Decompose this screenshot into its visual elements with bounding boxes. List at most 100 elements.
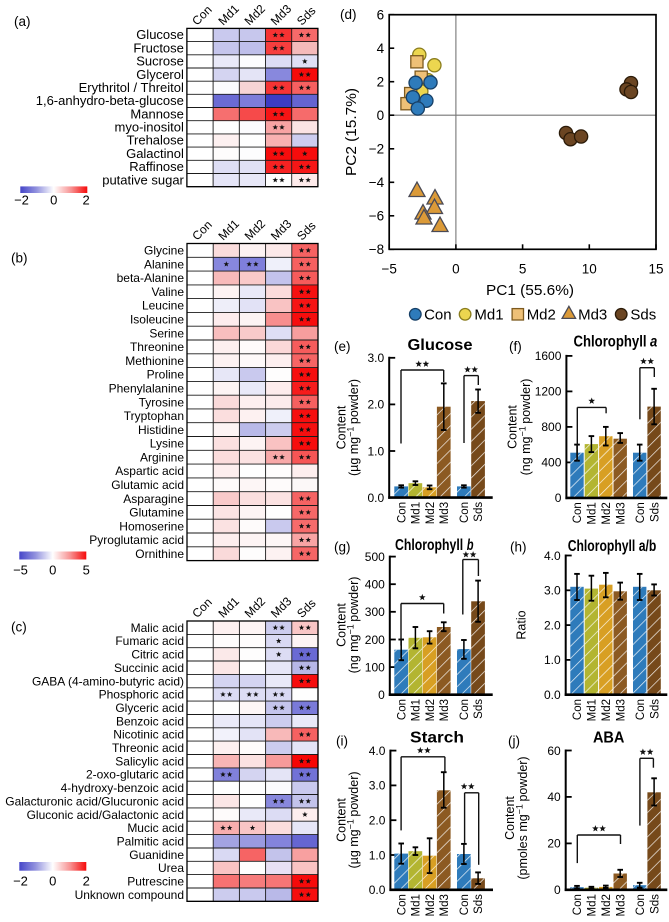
svg-text:0: 0 bbox=[452, 262, 460, 277]
svg-text:Glutamic acid: Glutamic acid bbox=[111, 478, 184, 492]
svg-text:beta-Alanine: beta-Alanine bbox=[117, 271, 185, 285]
svg-text:(ng mg−1 powder): (ng mg−1 powder) bbox=[518, 379, 534, 476]
svg-text:Con: Con bbox=[396, 894, 408, 915]
svg-text:2-oxo-glutaric acid: 2-oxo-glutaric acid bbox=[86, 768, 184, 782]
svg-text:Putrescine: Putrescine bbox=[127, 875, 184, 889]
svg-text:Md3: Md3 bbox=[439, 502, 451, 524]
svg-text:Sds: Sds bbox=[473, 699, 485, 719]
svg-text:1.0: 1.0 bbox=[368, 444, 385, 458]
svg-text:Con: Con bbox=[396, 699, 408, 720]
svg-text:Content: Content bbox=[503, 796, 517, 840]
svg-text:GABA (4-amino-butyric acid): GABA (4-amino-butyric acid) bbox=[32, 674, 184, 688]
svg-text:ABA: ABA bbox=[593, 730, 625, 747]
svg-text:Content: Content bbox=[506, 405, 520, 449]
svg-text:Arginine: Arginine bbox=[140, 450, 184, 464]
svg-text:Aspartic acid: Aspartic acid bbox=[115, 464, 184, 478]
svg-text:Citric acid: Citric acid bbox=[131, 648, 184, 662]
svg-text:200: 200 bbox=[365, 633, 385, 647]
svg-text:Con: Con bbox=[635, 502, 647, 523]
svg-text:Palmitic acid: Palmitic acid bbox=[117, 835, 184, 849]
svg-text:Md3: Md3 bbox=[615, 699, 627, 721]
svg-text:Glycerol: Glycerol bbox=[136, 67, 184, 82]
svg-text:Con: Con bbox=[635, 699, 647, 720]
svg-text:Con: Con bbox=[572, 502, 584, 523]
svg-text:Md1: Md1 bbox=[411, 502, 423, 524]
svg-text:(µg mg−1 powder): (µg mg−1 powder) bbox=[346, 379, 362, 476]
svg-text:0: 0 bbox=[50, 193, 57, 208]
svg-text:3.0: 3.0 bbox=[368, 351, 385, 365]
svg-text:Mannose: Mannose bbox=[130, 106, 183, 121]
svg-text:(b): (b) bbox=[11, 251, 28, 266]
svg-text:Threonic acid: Threonic acid bbox=[112, 741, 184, 755]
svg-text:3.0: 3.0 bbox=[544, 584, 561, 598]
svg-text:0: 0 bbox=[554, 883, 561, 897]
svg-text:Md2: Md2 bbox=[601, 699, 613, 721]
svg-text:Homoserine: Homoserine bbox=[119, 519, 184, 533]
svg-text:Serine: Serine bbox=[149, 326, 184, 340]
svg-text:−2: −2 bbox=[14, 193, 29, 208]
svg-text:Sds: Sds bbox=[649, 699, 661, 719]
svg-text:Lysine: Lysine bbox=[150, 437, 185, 451]
svg-text:Con: Con bbox=[459, 699, 471, 720]
svg-text:(a): (a) bbox=[14, 14, 31, 29]
svg-text:−6: −6 bbox=[369, 209, 384, 224]
svg-text:−5: −5 bbox=[13, 563, 28, 578]
svg-text:Galacturonic acid/Glucuronic a: Galacturonic acid/Glucuronic acid bbox=[5, 794, 184, 808]
svg-text:4.0: 4.0 bbox=[544, 549, 561, 563]
svg-text:a: a bbox=[650, 333, 657, 350]
svg-text:Con: Con bbox=[572, 894, 584, 915]
svg-text:Con: Con bbox=[635, 894, 647, 915]
svg-text:300: 300 bbox=[365, 605, 385, 619]
svg-text:800: 800 bbox=[541, 420, 561, 434]
svg-text:putative sugar: putative sugar bbox=[102, 172, 184, 187]
svg-text:Glucose: Glucose bbox=[408, 337, 473, 354]
svg-text:Alanine: Alanine bbox=[144, 257, 184, 271]
svg-text:Phenylalanine: Phenylalanine bbox=[109, 382, 185, 396]
svg-text:4.0: 4.0 bbox=[369, 744, 386, 758]
svg-text:5: 5 bbox=[519, 262, 527, 277]
svg-text:Methionine: Methionine bbox=[125, 354, 184, 368]
svg-text:Threonine: Threonine bbox=[130, 340, 184, 354]
svg-text:(e): (e) bbox=[334, 339, 351, 354]
svg-text:Erythritol / Threitol: Erythritol / Threitol bbox=[79, 80, 184, 95]
svg-text:Glyceric acid: Glyceric acid bbox=[115, 701, 184, 715]
svg-text:Md3: Md3 bbox=[615, 894, 627, 916]
svg-text:Malic acid: Malic acid bbox=[131, 621, 184, 635]
svg-text:Starch: Starch bbox=[410, 730, 464, 747]
svg-text:2: 2 bbox=[377, 75, 385, 90]
svg-text:0: 0 bbox=[49, 874, 56, 889]
svg-text:(h): (h) bbox=[510, 540, 527, 555]
svg-text:Chlorophyll a/b: Chlorophyll a/b bbox=[568, 538, 657, 555]
svg-text:Trehalose: Trehalose bbox=[127, 133, 184, 148]
svg-text:Md3: Md3 bbox=[439, 699, 451, 721]
svg-text:Benzoic acid: Benzoic acid bbox=[116, 714, 184, 728]
svg-text:400: 400 bbox=[541, 456, 561, 470]
svg-text:5: 5 bbox=[83, 563, 90, 578]
svg-text:Fumaric acid: Fumaric acid bbox=[115, 634, 184, 648]
svg-text:Con: Con bbox=[424, 306, 452, 323]
svg-text:Sds: Sds bbox=[649, 502, 661, 522]
svg-text:Leucine: Leucine bbox=[142, 299, 184, 313]
svg-text:Content: Content bbox=[335, 798, 349, 842]
svg-text:1.0: 1.0 bbox=[369, 848, 386, 862]
svg-text:(µg mg−1 powder): (µg mg−1 powder) bbox=[346, 771, 362, 868]
svg-text:15: 15 bbox=[648, 262, 663, 277]
svg-text:(ng mg−1 powder): (ng mg−1 powder) bbox=[346, 577, 362, 674]
svg-text:Sds: Sds bbox=[630, 306, 656, 323]
svg-text:1,6-anhydro-beta-glucose: 1,6-anhydro-beta-glucose bbox=[36, 93, 184, 108]
svg-text:500: 500 bbox=[365, 550, 385, 564]
svg-text:1200: 1200 bbox=[535, 385, 562, 399]
svg-text:Chlorophyll: Chlorophyll bbox=[395, 537, 463, 554]
svg-text:Chlorophyll: Chlorophyll bbox=[574, 333, 647, 350]
svg-text:0.0: 0.0 bbox=[368, 491, 385, 505]
svg-text:Guanidine: Guanidine bbox=[129, 848, 184, 862]
svg-text:Phosphoric acid: Phosphoric acid bbox=[99, 688, 184, 702]
svg-text:6: 6 bbox=[377, 8, 385, 23]
svg-text:Md2: Md2 bbox=[425, 502, 437, 524]
svg-text:Ornithine: Ornithine bbox=[135, 547, 184, 561]
svg-text:2: 2 bbox=[83, 874, 90, 889]
svg-text:Glucose: Glucose bbox=[136, 27, 184, 42]
svg-text:Unknown compound: Unknown compound bbox=[75, 888, 184, 902]
svg-text:Content: Content bbox=[335, 405, 349, 449]
svg-text:Tryptophan: Tryptophan bbox=[124, 409, 184, 423]
